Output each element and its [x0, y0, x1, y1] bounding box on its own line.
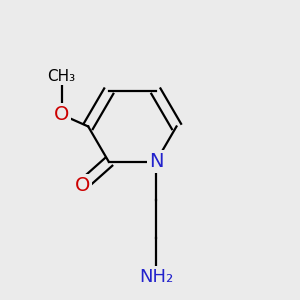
Text: O: O: [75, 176, 90, 195]
Text: O: O: [54, 105, 69, 124]
Text: CH₃: CH₃: [48, 69, 76, 84]
Text: N: N: [148, 152, 163, 171]
Text: NH₂: NH₂: [139, 268, 173, 286]
